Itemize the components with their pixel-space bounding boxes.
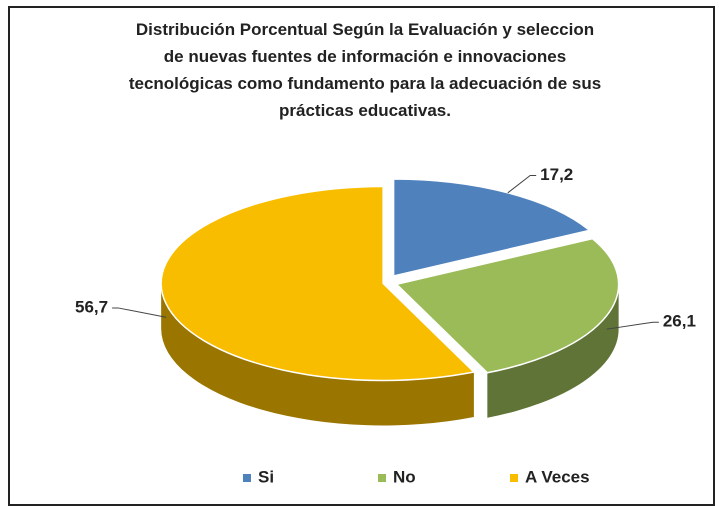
legend-label: A Veces bbox=[525, 467, 590, 486]
legend-swatch bbox=[378, 474, 386, 482]
data-label: 17,2 bbox=[540, 165, 573, 184]
legend-swatch bbox=[243, 474, 251, 482]
slice bbox=[160, 185, 476, 382]
data-label: 56,7 bbox=[75, 297, 108, 316]
legend-label: No bbox=[393, 467, 416, 486]
leader-line bbox=[606, 321, 659, 330]
data-label: 26,1 bbox=[663, 312, 696, 331]
chart-title: Distribución Porcentual Según la Evaluac… bbox=[128, 20, 602, 120]
leader-line bbox=[507, 175, 537, 194]
slice-side bbox=[487, 284, 619, 418]
legend-label: Si bbox=[258, 467, 274, 486]
legend-swatch bbox=[510, 474, 518, 482]
leader-line bbox=[112, 307, 167, 318]
slice bbox=[395, 237, 620, 374]
slice-side bbox=[161, 283, 474, 426]
